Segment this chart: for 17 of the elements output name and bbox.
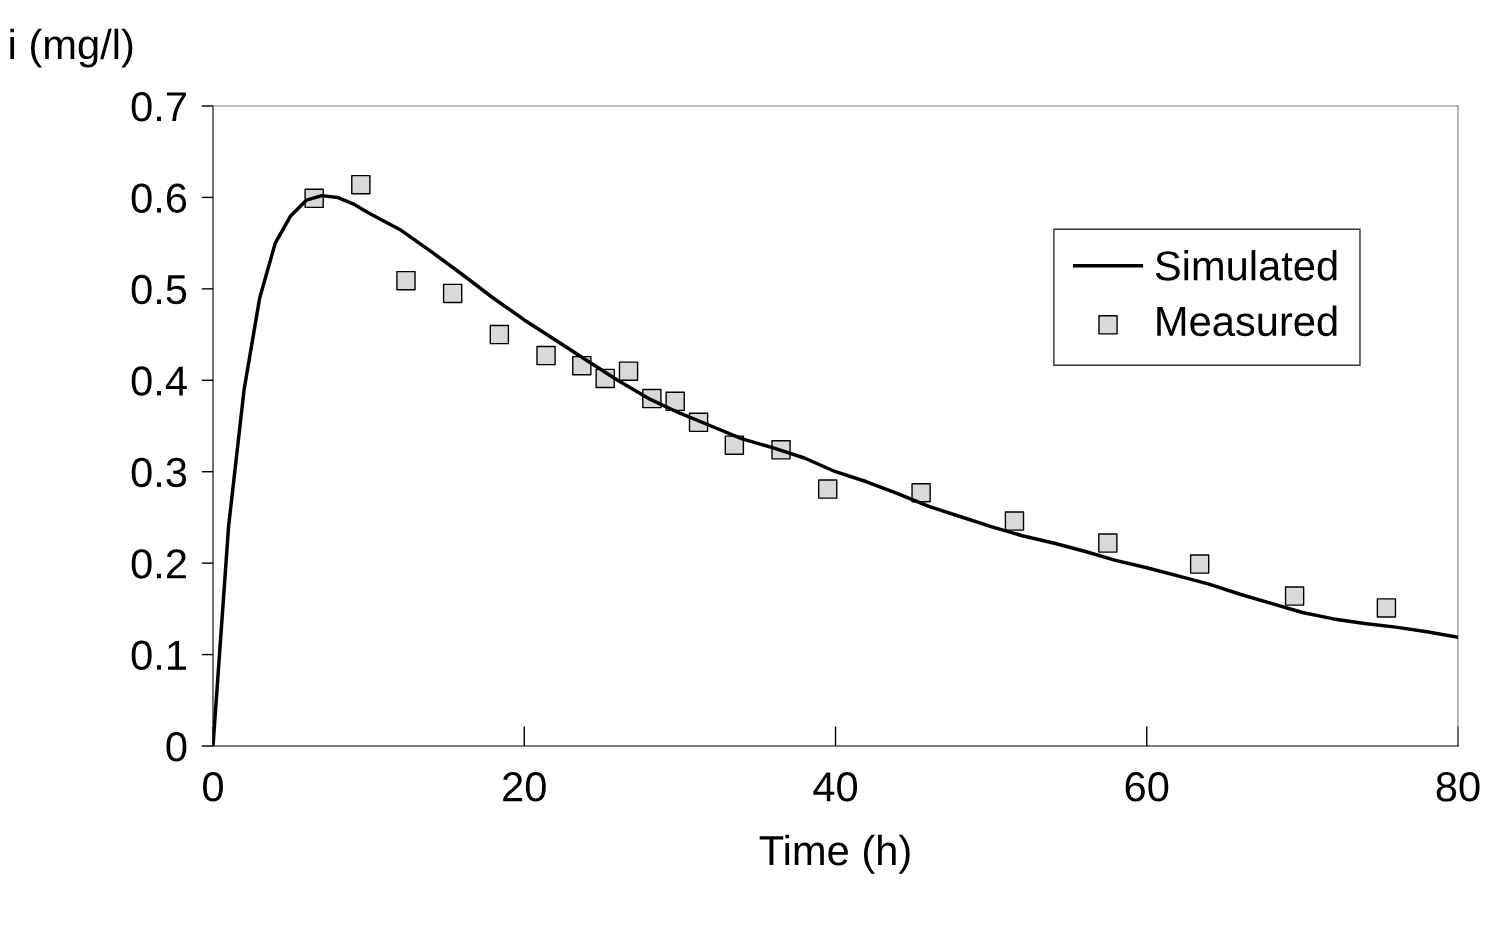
- y-tick-label: 0: [166, 732, 187, 762]
- legend-label: Simulated: [1155, 250, 1337, 281]
- y-tick-label: 0.1: [131, 640, 186, 671]
- y-tick-label: 0.7: [131, 92, 186, 122]
- x-tick-label: 0: [203, 772, 223, 802]
- y-tick-label: 0.5: [131, 274, 187, 305]
- x-tick-label: 40: [813, 772, 858, 802]
- x-tick-label: 60: [1125, 772, 1169, 802]
- y-axis-title: i (mg/l): [10, 28, 133, 68]
- x-tick-label: 20: [503, 772, 546, 802]
- y-tick-label: 0.4: [131, 366, 187, 396]
- x-axis-title: Time (h): [759, 834, 910, 874]
- y-tick-label: 0.3: [131, 457, 187, 488]
- x-tick-label: 80: [1436, 772, 1480, 802]
- legend-label: Measured: [1157, 305, 1337, 337]
- y-tick-label: 0.2: [131, 549, 186, 579]
- y-tick-label: 0.6: [131, 183, 187, 213]
